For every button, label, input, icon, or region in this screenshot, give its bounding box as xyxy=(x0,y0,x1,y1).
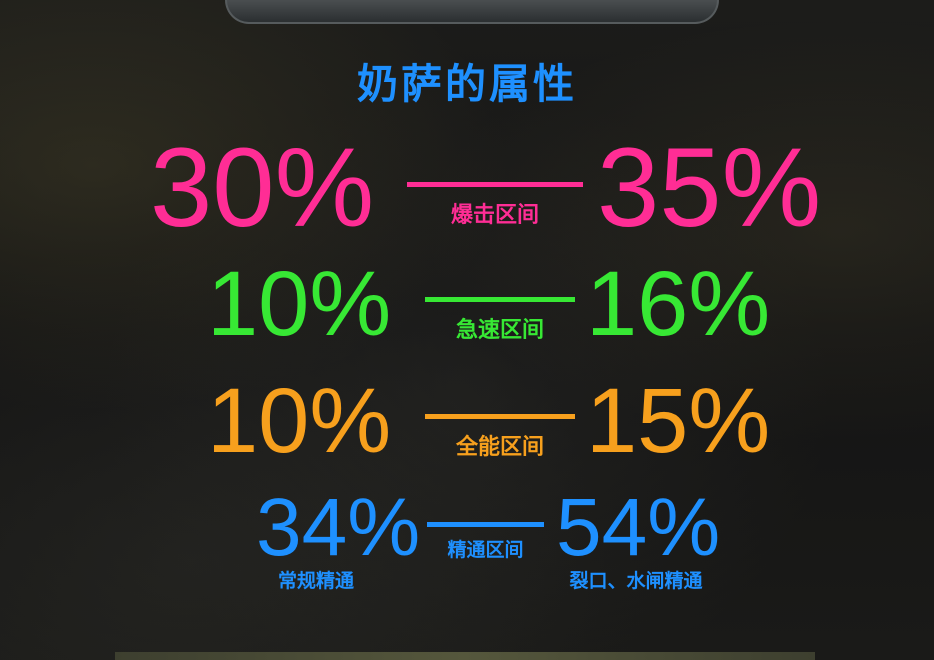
mastery-low-note: 常规精通 xyxy=(277,570,354,592)
haste-label: 急速区间 xyxy=(455,318,544,343)
mastery-connector xyxy=(427,522,544,527)
crit-connector xyxy=(407,182,583,187)
haste-high-value: 16% xyxy=(586,253,771,355)
haste-connector xyxy=(425,297,575,302)
bottom-ornament xyxy=(115,652,815,660)
crit-high-value: 35% xyxy=(597,125,822,250)
crit-low-value: 30% xyxy=(150,125,375,250)
versatility-connector xyxy=(425,414,575,419)
haste-low-value: 10% xyxy=(207,253,392,355)
versatility-low-value: 10% xyxy=(207,370,392,472)
mastery-label: 精通区间 xyxy=(447,539,524,561)
versatility-high-value: 15% xyxy=(586,370,771,472)
mastery-high-note: 裂口、水闸精通 xyxy=(569,570,703,592)
page-title: 奶萨的属性 xyxy=(357,60,577,108)
versatility-label: 全能区间 xyxy=(455,435,544,460)
mastery-high-value: 54% xyxy=(556,482,721,573)
crit-label: 爆击区间 xyxy=(450,203,539,228)
mastery-low-value: 34% xyxy=(256,482,421,573)
top-ornament xyxy=(225,0,719,24)
